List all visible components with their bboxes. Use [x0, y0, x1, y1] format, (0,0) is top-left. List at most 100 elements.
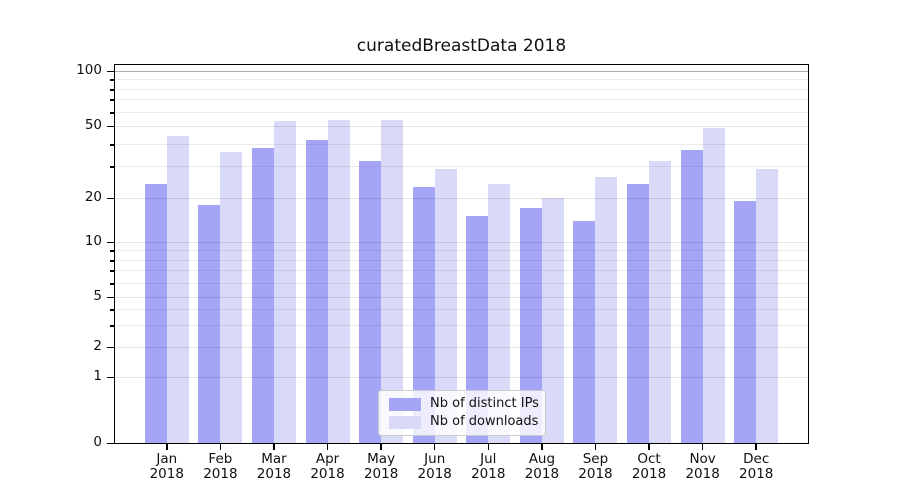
y-tick-label: 5 — [93, 288, 102, 304]
y-minor-tick — [110, 166, 114, 168]
gridline-major — [115, 242, 808, 243]
y-minor-tick — [110, 270, 114, 272]
bar-distinct-ips — [466, 216, 489, 444]
y-tick-label: 1 — [93, 368, 102, 384]
x-tick-label: Sep 2018 — [578, 451, 613, 482]
x-tick — [648, 444, 650, 450]
legend-label: Nb of downloads — [430, 414, 539, 429]
bar-downloads — [595, 177, 618, 444]
gridline-major — [115, 198, 808, 199]
gridline-minor — [115, 112, 808, 113]
gridline-minor — [115, 283, 808, 284]
bar-downloads — [434, 168, 457, 444]
x-tick-label: Feb 2018 — [203, 451, 238, 482]
chart-title: curatedBreastData 2018 — [356, 36, 567, 56]
bar-distinct-ips — [144, 183, 167, 444]
bar-distinct-ips — [305, 139, 328, 444]
x-tick-label: Dec 2018 — [739, 451, 774, 482]
gridline-minor — [115, 79, 808, 80]
bar-downloads — [702, 127, 725, 444]
y-minor-tick — [110, 79, 114, 81]
x-tick — [487, 444, 490, 450]
y-minor-tick — [110, 250, 114, 252]
x-tick-label: Oct 2018 — [631, 451, 667, 482]
y-tick — [107, 125, 114, 127]
y-tick — [107, 442, 114, 444]
bar-distinct-ips — [198, 204, 221, 444]
x-tick-label: Jun 2018 — [417, 451, 452, 482]
legend: Nb of distinct IPs Nb of downloads — [378, 390, 546, 436]
bar-distinct-ips — [251, 147, 274, 444]
bar-downloads — [649, 161, 672, 444]
bar-distinct-ips — [359, 161, 382, 444]
bar-downloads — [756, 168, 779, 444]
y-minor-tick — [110, 309, 114, 311]
y-tick-label: 50 — [84, 117, 102, 133]
x-tick — [219, 444, 222, 450]
gridline-major — [115, 71, 808, 72]
x-tick — [594, 444, 597, 450]
x-tick-label: Apr 2018 — [310, 451, 345, 482]
y-minor-tick — [110, 144, 114, 146]
y-minor-tick — [110, 112, 114, 114]
x-tick — [755, 444, 757, 450]
bar-downloads — [488, 183, 511, 444]
bar-downloads — [327, 119, 350, 444]
x-tick — [541, 444, 543, 450]
x-tick-label: May 2018 — [363, 451, 399, 482]
gridline-minor — [115, 309, 808, 310]
x-tick-label: Aug 2018 — [524, 451, 560, 482]
x-tick — [701, 444, 704, 450]
y-tick-label: 0 — [93, 434, 102, 450]
gridline-minor — [115, 99, 808, 100]
x-tick-label: Jul 2018 — [471, 451, 506, 482]
bar-downloads — [273, 121, 296, 444]
x-tick-label: Jan 2018 — [149, 451, 184, 482]
legend-item-distinct-ips: Nb of distinct IPs — [379, 397, 545, 411]
bar-distinct-ips — [627, 183, 650, 444]
gridline-major — [115, 297, 808, 298]
y-tick-label: 100 — [76, 62, 102, 78]
gridline-major — [115, 377, 808, 378]
gridline-minor — [115, 250, 808, 251]
gridline-minor — [115, 270, 808, 271]
x-tick — [380, 444, 382, 450]
y-minor-tick — [110, 283, 114, 285]
bar-downloads — [381, 119, 404, 444]
legend-label: Nb of distinct IPs — [430, 396, 539, 411]
y-minor-tick — [110, 260, 114, 262]
gridline-minor — [115, 89, 808, 90]
x-tick-label: Nov 2018 — [685, 451, 720, 482]
x-tick — [433, 444, 436, 450]
x-tick — [273, 444, 275, 450]
bar-distinct-ips — [519, 208, 542, 444]
gridline-minor — [115, 260, 808, 261]
legend-swatch-downloads — [389, 415, 421, 429]
y-tick-label: 20 — [84, 189, 102, 205]
gridline-major — [115, 347, 808, 348]
legend-swatch-distinct-ips — [389, 397, 421, 411]
bar-distinct-ips — [680, 149, 703, 444]
gridline-major — [115, 126, 808, 127]
bar-downloads — [541, 198, 564, 444]
y-tick — [107, 70, 114, 72]
y-tick — [107, 346, 114, 348]
bar-distinct-ips — [573, 220, 596, 444]
y-tick — [107, 296, 114, 298]
y-tick — [107, 376, 114, 378]
y-tick-label: 10 — [84, 233, 102, 249]
legend-item-downloads: Nb of downloads — [379, 415, 545, 429]
x-tick — [166, 444, 168, 450]
gridline-minor — [115, 144, 808, 145]
y-minor-tick — [110, 99, 114, 101]
bar-distinct-ips — [734, 201, 757, 444]
bar-downloads — [166, 136, 189, 444]
bar-distinct-ips — [412, 187, 435, 444]
y-tick — [107, 197, 114, 199]
gridline-minor — [115, 166, 808, 167]
y-minor-tick — [110, 325, 114, 327]
x-tick-label: Mar 2018 — [256, 451, 292, 482]
y-tick-label: 2 — [93, 338, 102, 354]
gridline-minor — [115, 325, 808, 326]
y-tick — [107, 241, 114, 243]
